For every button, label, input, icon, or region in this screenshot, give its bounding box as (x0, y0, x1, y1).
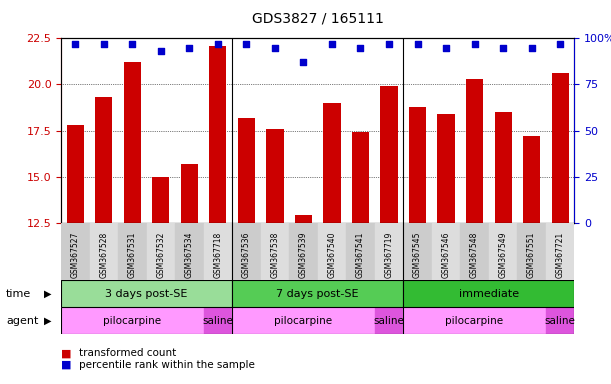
Bar (232, 280, 403, 307)
Text: agent: agent (6, 316, 38, 326)
Bar (323, 103, 340, 223)
Bar (295, 215, 312, 223)
Bar (437, 114, 455, 223)
Text: GSM367719: GSM367719 (384, 231, 393, 278)
Bar (466, 79, 483, 223)
Point (70, 41, 80, 47)
Point (213, 41, 223, 47)
Bar (546, 307, 574, 334)
Text: GSM367536: GSM367536 (242, 231, 251, 278)
Bar (95, 98, 112, 223)
Text: ▶: ▶ (45, 289, 52, 299)
Point (527, 45, 536, 51)
Text: pilocarpine: pilocarpine (445, 316, 503, 326)
Bar (203, 223, 232, 280)
Bar (118, 223, 147, 280)
Text: GSM367531: GSM367531 (128, 231, 137, 278)
Bar (375, 307, 403, 334)
Text: immediate: immediate (459, 289, 519, 299)
Text: GDS3827 / 165111: GDS3827 / 165111 (252, 12, 384, 25)
Point (241, 41, 251, 47)
Bar (232, 223, 261, 280)
Point (270, 45, 280, 51)
Bar (403, 280, 574, 307)
Bar (61, 307, 203, 334)
Bar (147, 223, 175, 280)
Text: GSM367534: GSM367534 (185, 231, 194, 278)
Text: GSM367532: GSM367532 (156, 231, 166, 278)
Text: GSM367541: GSM367541 (356, 231, 365, 278)
Bar (409, 107, 426, 223)
Bar (90, 223, 118, 280)
Point (412, 41, 422, 47)
Text: ▶: ▶ (45, 316, 52, 326)
Bar (61, 280, 232, 307)
Text: GSM367528: GSM367528 (100, 231, 108, 278)
Bar (203, 307, 232, 334)
Bar (181, 164, 198, 223)
Text: GSM367718: GSM367718 (213, 231, 222, 278)
Bar (523, 136, 540, 223)
Text: saline: saline (544, 316, 576, 326)
Bar (266, 129, 284, 223)
Text: pilocarpine: pilocarpine (274, 316, 332, 326)
Bar (546, 223, 574, 280)
Text: ■: ■ (61, 360, 71, 370)
Text: GSM367540: GSM367540 (327, 231, 337, 278)
Text: GSM367548: GSM367548 (470, 231, 479, 278)
Point (185, 45, 194, 51)
Bar (552, 73, 569, 223)
Bar (432, 223, 460, 280)
Bar (403, 307, 546, 334)
Text: GSM367549: GSM367549 (499, 231, 508, 278)
Bar (494, 112, 511, 223)
Bar (175, 223, 203, 280)
Bar (489, 223, 518, 280)
Bar (232, 307, 375, 334)
Point (128, 41, 137, 47)
Text: saline: saline (373, 316, 404, 326)
Bar (403, 223, 432, 280)
Text: GSM367538: GSM367538 (271, 231, 279, 278)
Bar (381, 86, 398, 223)
Point (356, 45, 365, 51)
Bar (318, 223, 346, 280)
Bar (289, 223, 318, 280)
Point (327, 41, 337, 47)
Bar (124, 62, 141, 223)
Bar (518, 223, 546, 280)
Text: 7 days post-SE: 7 days post-SE (276, 289, 359, 299)
Bar (67, 125, 84, 223)
Bar (352, 132, 369, 223)
Point (470, 41, 480, 47)
Bar (238, 118, 255, 223)
Point (299, 59, 309, 65)
Bar (375, 223, 403, 280)
Point (555, 41, 565, 47)
Text: GSM367546: GSM367546 (442, 231, 450, 278)
Point (384, 41, 394, 47)
Text: 3 days post-SE: 3 days post-SE (106, 289, 188, 299)
Text: GSM367545: GSM367545 (413, 231, 422, 278)
Bar (261, 223, 289, 280)
Text: pilocarpine: pilocarpine (103, 316, 161, 326)
Bar (152, 177, 169, 223)
Bar (346, 223, 375, 280)
Point (99, 41, 109, 47)
Point (498, 45, 508, 51)
Bar (460, 223, 489, 280)
Text: GSM367551: GSM367551 (527, 231, 536, 278)
Text: GSM367721: GSM367721 (555, 231, 565, 278)
Bar (210, 46, 227, 223)
Text: ■: ■ (61, 348, 71, 358)
Point (156, 48, 166, 55)
Text: time: time (6, 289, 31, 299)
Text: GSM367527: GSM367527 (71, 231, 80, 278)
Text: percentile rank within the sample: percentile rank within the sample (79, 360, 255, 370)
Text: GSM367539: GSM367539 (299, 231, 308, 278)
Bar (61, 223, 90, 280)
Text: saline: saline (202, 316, 233, 326)
Point (441, 45, 451, 51)
Text: transformed count: transformed count (79, 348, 177, 358)
